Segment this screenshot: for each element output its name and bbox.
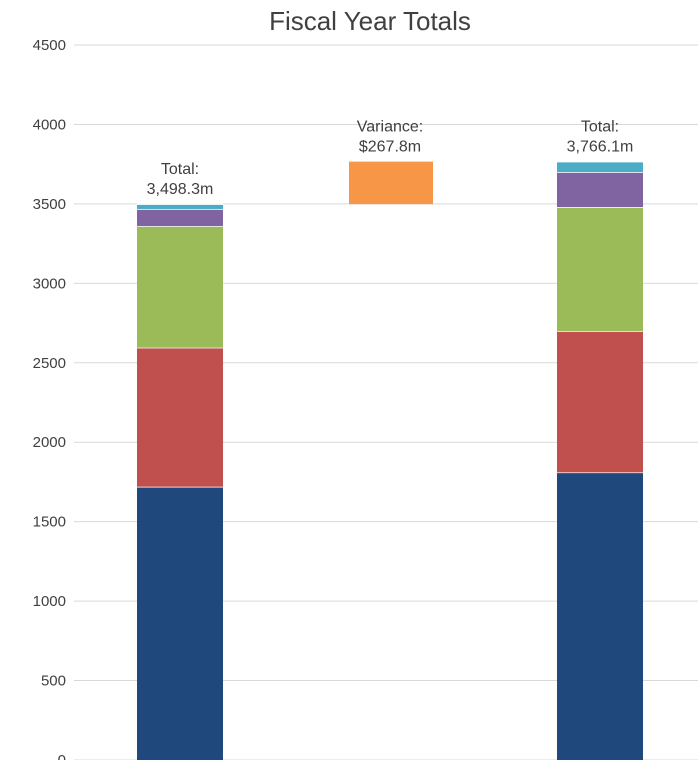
- bar-segment: [137, 347, 223, 487]
- y-tick-label: 2000: [33, 434, 66, 451]
- y-tick-label: 3500: [33, 196, 66, 213]
- bar-segment: [557, 472, 643, 760]
- bar-label-value: 3,766.1m: [567, 139, 634, 156]
- y-tick-label: 1500: [33, 514, 66, 531]
- y-tick-label: 2500: [33, 355, 66, 372]
- bar-segment: [557, 161, 643, 173]
- bar-data-labels: Total: 3,498.3m Variance: $267.8m Total: 3,76…: [147, 119, 634, 199]
- bar-label-heading: Total:: [161, 161, 199, 178]
- y-tick-label: 3000: [33, 275, 66, 292]
- y-tick-label: 4500: [33, 37, 66, 54]
- bar-segment: [557, 331, 643, 473]
- stacked-bars: [137, 160, 643, 760]
- y-tick-label: 0: [58, 752, 66, 760]
- y-axis-tick-labels: 0 500 1000 1500 2000 2500 3000 3500 4000 4500: [33, 37, 66, 760]
- bar-label-value: $267.8m: [359, 139, 421, 156]
- chart-title: Fiscal Year Totals: [269, 6, 471, 36]
- bar-segment: [137, 226, 223, 348]
- bar-label-heading: Variance:: [357, 119, 423, 136]
- bar-segment: [557, 172, 643, 208]
- bar-label-heading: Total:: [581, 119, 619, 136]
- bar-segment: [137, 204, 223, 209]
- y-tick-label: 1000: [33, 593, 66, 610]
- variance-bar: [349, 161, 433, 205]
- y-tick-label: 4000: [33, 116, 66, 133]
- bar-segment: [137, 486, 223, 760]
- y-tick-label: 500: [41, 673, 66, 690]
- bar-label-value: 3,498.3m: [147, 181, 214, 198]
- bar-segment: [137, 208, 223, 227]
- bar-segment: [557, 207, 643, 331]
